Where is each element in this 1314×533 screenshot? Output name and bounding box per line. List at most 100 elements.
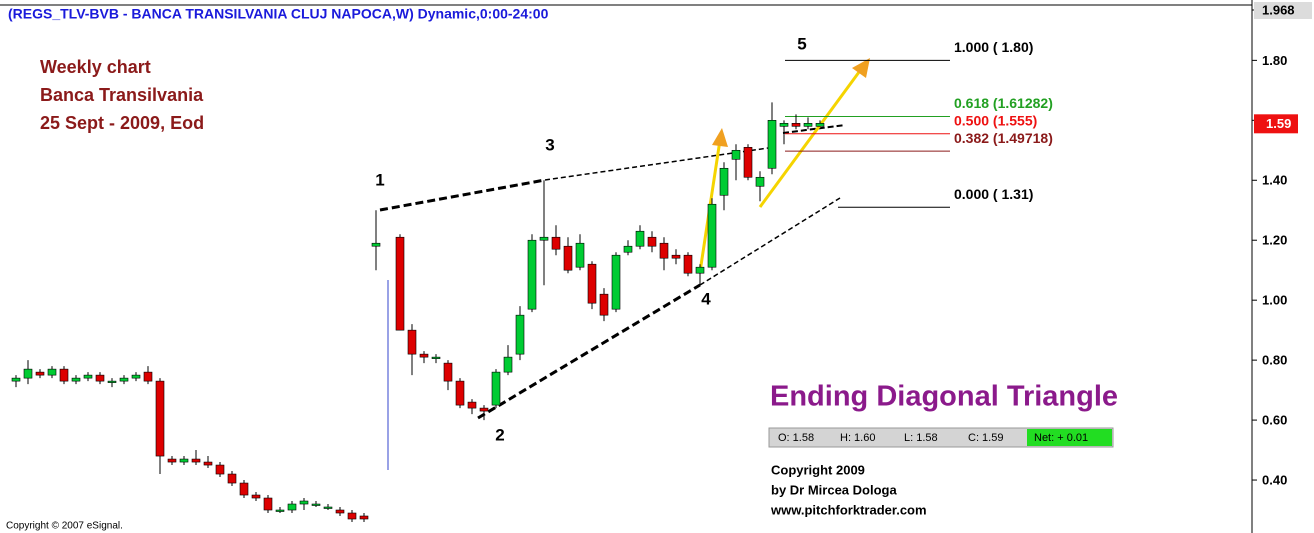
source: Copyright © 2007 eSignal. [6,521,123,532]
candle-body [779,123,789,127]
wave-label: 4 [701,289,711,308]
candle-body [71,377,81,382]
candle-body [647,236,657,247]
ohlc-low: L: 1.58 [904,432,938,444]
top-price-box [1254,2,1312,19]
candle-body [11,377,21,382]
note-line: 25 Sept - 2009, Eod [40,113,204,133]
last-price-box [1254,114,1298,134]
candle-body [815,123,825,127]
candle-body [491,371,501,406]
copyright-line: www.pitchforktrader.com [770,502,927,517]
candle-body [575,242,585,268]
fib-label: 0.382 (1.49718) [954,130,1053,146]
candle-body [95,374,105,382]
candle-body [527,239,537,310]
candle-body [275,509,285,512]
candle-body [143,371,153,382]
copyright-line: by Dr Mircea Dologa [771,482,897,497]
note-line: Weekly chart [40,57,151,77]
chart-title: (REGS_TLV-BVB - BANCA TRANSILVANIA CLUJ … [8,6,549,22]
candle-body [671,254,681,259]
candle-body [599,293,609,316]
y-tick-label: 1.20 [1262,233,1287,248]
trend-line [477,283,701,420]
candle-body [23,368,33,379]
candle-body [443,362,453,382]
candle-body [191,458,201,463]
candle-body [791,123,801,127]
pattern-title: Ending Diagonal Triangle [770,381,1118,413]
y-tick-label: 1.00 [1262,293,1287,308]
arrow-head [712,128,728,147]
candle-body [119,377,129,382]
candle-body [623,245,633,253]
candle-body [767,120,777,169]
y-tick-label: 0.80 [1262,353,1287,368]
candle-body [347,512,357,520]
wave-label: 2 [495,425,504,444]
candle-body [539,236,549,241]
candle-body [659,242,669,259]
candle-body [299,500,309,505]
wave-label: 3 [545,135,554,154]
candle-body [251,494,261,499]
candle-body [755,176,765,187]
arrow [758,67,864,208]
candle-body [83,374,93,379]
candle-body [239,482,249,496]
candle-body [431,356,441,359]
candle-body [59,368,69,382]
net-box [1027,429,1112,446]
candle-body [587,263,597,304]
candle-body [335,509,345,514]
candle-body [407,329,417,355]
candle-body [359,515,369,520]
last-price-label: 1.59 [1266,116,1291,131]
candle-body [695,266,705,274]
candle-body [563,245,573,271]
ohlc-close: C: 1.59 [968,432,1003,444]
y-tick-label: 0.60 [1262,413,1287,428]
candle-body [323,506,333,509]
candle-body [683,254,693,274]
candle-body [719,167,729,196]
candle-body [611,254,621,310]
candle-body [635,230,645,247]
candle-body [155,380,165,457]
y-tick-label: 0.40 [1262,472,1287,487]
candle-body [455,380,465,406]
candle-body [311,503,321,506]
candle-body [263,497,273,511]
candle-body [479,407,489,412]
candle-body [227,473,237,484]
candle-body [215,464,225,475]
candle-body [803,123,813,127]
candle-body [419,353,429,358]
ohlc-open: O: 1.58 [778,432,814,444]
candle-body [371,242,381,247]
wave-label: 5 [797,34,806,53]
candle-body [743,146,753,178]
candle-body [395,236,405,331]
fib-label: 1.000 ( 1.80) [954,39,1033,55]
y-tick-label: 1.40 [1262,173,1287,188]
fib-label: 0.000 ( 1.31) [954,186,1033,202]
candle-body [107,380,117,383]
candle-body [467,401,477,409]
candle-body [287,503,297,511]
candle-body [707,203,717,268]
candle-body [515,314,525,355]
y-tick-label: 1.968 [1262,2,1295,17]
candle-body [131,374,141,379]
wave-label: 1 [375,170,384,189]
candle-body [47,368,57,376]
candle-body [731,149,741,160]
candle-body [551,236,561,250]
candle-body [503,356,513,373]
candle-body [167,458,177,463]
ohlc-high: H: 1.60 [840,432,875,444]
fib-label: 0.618 (1.61282) [954,95,1053,111]
